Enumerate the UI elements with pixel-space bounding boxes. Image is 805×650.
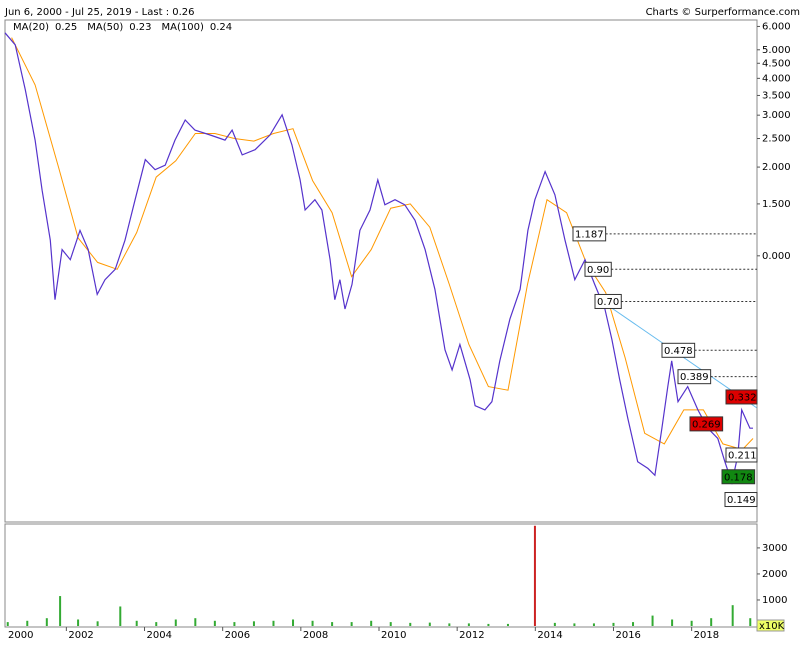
header: Jun 6, 2000 - Jul 25, 2019 - Last : 0.26 xyxy=(4,7,195,18)
credit: Charts © Surperformance.com xyxy=(646,7,800,18)
x-tick-label: 2002 xyxy=(68,630,93,641)
y-tick-label: 3.500 xyxy=(762,90,791,101)
level-label: 0.389 xyxy=(680,372,709,383)
volume-bar xyxy=(671,619,674,626)
x-tick-label: 2008 xyxy=(303,630,328,641)
x-tick-label: 2014 xyxy=(537,630,562,641)
level-label: 0.332 xyxy=(728,392,757,403)
level-label: 0.149 xyxy=(727,495,756,506)
volume-bar xyxy=(331,622,334,626)
level-label: 0.478 xyxy=(664,346,693,357)
volume-bar xyxy=(370,620,373,626)
volume-bar xyxy=(96,621,99,626)
volume-bar xyxy=(194,618,197,626)
volume-bar xyxy=(272,620,275,626)
volume-bar xyxy=(350,622,353,626)
volume-bar xyxy=(573,623,576,626)
x-tick-label: 2016 xyxy=(615,630,640,641)
volume-bar xyxy=(710,618,713,626)
volume-unit: x10K xyxy=(759,621,785,632)
legend-value: 0.25 xyxy=(55,22,77,33)
level-box xyxy=(721,469,756,485)
level-box xyxy=(725,447,758,463)
level-label: 0.211 xyxy=(728,450,757,461)
volume-bar xyxy=(592,623,595,626)
volume-bar xyxy=(119,606,122,626)
price-panel xyxy=(4,19,758,523)
volume-bar xyxy=(77,619,80,626)
unit-box xyxy=(756,619,785,632)
volume-bar xyxy=(155,622,158,626)
price-line xyxy=(4,32,753,485)
x-tick-label: 2010 xyxy=(381,630,406,641)
y-tick-label: 1.500 xyxy=(762,199,791,210)
volume-bar xyxy=(252,621,255,626)
legend-label: MA(50) xyxy=(87,22,123,33)
volume-bar xyxy=(467,623,470,626)
legend-label: MA(20) xyxy=(13,22,49,33)
ma-line xyxy=(11,37,754,451)
volume-bar xyxy=(749,618,752,626)
y-tick-label: 5.000 xyxy=(762,45,791,56)
y-tick-label: 3.000 xyxy=(762,110,791,121)
volume-bar xyxy=(6,622,9,626)
level-box xyxy=(725,389,758,405)
y-tick-label: 6.000 xyxy=(762,21,791,32)
volume-tick-label: 2000 xyxy=(762,569,787,580)
level-label: 0.70 xyxy=(597,297,619,308)
level-label: 0.90 xyxy=(587,265,609,276)
y-tick-label: 4.000 xyxy=(762,73,791,84)
level-label: 0.269 xyxy=(692,419,721,430)
volume-bar xyxy=(651,615,654,626)
x-tick-label: 2006 xyxy=(225,630,250,641)
legend-value: 0.23 xyxy=(129,22,151,33)
volume-bar xyxy=(135,620,138,626)
level-box xyxy=(724,492,758,508)
x-tick-label: 2018 xyxy=(694,630,719,641)
volume-bar xyxy=(26,620,29,626)
volume-panel xyxy=(4,523,758,628)
volume-bar xyxy=(448,623,451,626)
volume-bar xyxy=(533,525,536,626)
y-tick-label: 4.500 xyxy=(762,58,791,69)
level-box xyxy=(689,416,724,432)
x-tick-label: 2000 xyxy=(8,630,33,641)
volume-bar xyxy=(506,623,509,626)
level-label: 1.187 xyxy=(575,229,604,240)
volume-bar xyxy=(59,596,62,626)
volume-bar xyxy=(389,622,392,626)
volume-bar xyxy=(612,622,615,626)
volume-bar xyxy=(690,620,693,626)
volume-bar xyxy=(311,620,314,626)
volume-tick-label: 3000 xyxy=(762,543,787,554)
volume-bar xyxy=(731,605,734,626)
volume-bar xyxy=(292,619,295,626)
volume-bar xyxy=(45,618,48,626)
y-tick-label: 2.000 xyxy=(762,162,791,173)
y-tick-label: 2.500 xyxy=(762,134,791,145)
volume-bar xyxy=(487,623,490,626)
y-tick-label: 0.000 xyxy=(762,251,791,262)
volume-bar xyxy=(553,622,556,626)
legend-label: MA(100) xyxy=(162,22,204,33)
x-tick-label: 2012 xyxy=(459,630,484,641)
volume-bar xyxy=(409,622,412,626)
volume-tick-label: 1000 xyxy=(762,595,787,606)
volume-bar xyxy=(428,622,431,626)
volume-bar xyxy=(233,622,236,626)
volume-bar xyxy=(632,622,635,626)
legend-value: 0.24 xyxy=(210,22,232,33)
level-label: 0.178 xyxy=(724,472,753,483)
volume-bar xyxy=(174,619,177,626)
x-tick-label: 2004 xyxy=(147,630,172,641)
volume-bar xyxy=(213,620,216,626)
